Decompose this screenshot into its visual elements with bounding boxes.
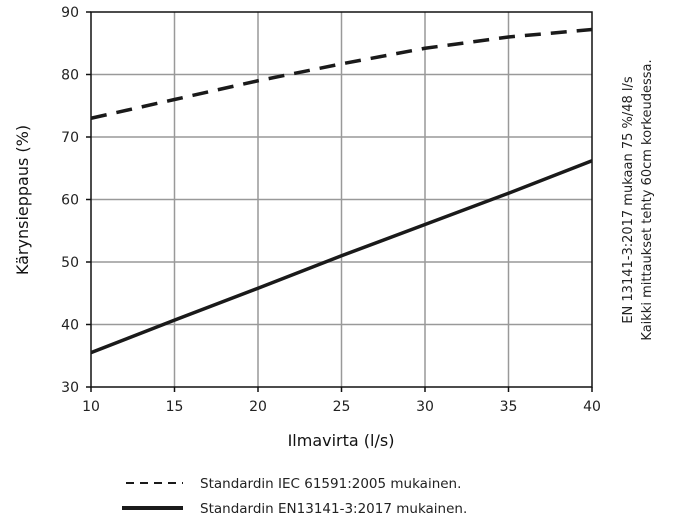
- grid-lines: [91, 12, 592, 387]
- y-tick-label: 40: [61, 318, 79, 334]
- legend-label-en: Standardin EN13141-3:2017 mukainen.: [200, 501, 467, 517]
- x-tick-label: 40: [583, 399, 601, 415]
- legend-label-iec: Standardin IEC 61591:2005 mukainen.: [200, 476, 461, 492]
- x-tick-label: 35: [500, 399, 518, 415]
- x-tick-label: 15: [166, 399, 184, 415]
- y-tick-label: 30: [61, 380, 79, 396]
- x-tick-labels: 10 15 20 25 30 35 40: [82, 387, 601, 415]
- x-tick-label: 30: [416, 399, 434, 415]
- x-axis-label: Ilmavirta (l/s): [288, 431, 395, 450]
- y-tick-label: 80: [61, 68, 79, 84]
- y-axis-label: Kärynsieppaus (%): [13, 125, 32, 275]
- series-line-en: [90, 159, 593, 355]
- y-tick-labels: 30 40 50 60 70 80 90: [61, 5, 91, 396]
- series-line-iec: [90, 27, 593, 120]
- y-tick-label: 70: [61, 130, 79, 146]
- x-tick-label: 25: [333, 399, 351, 415]
- side-note-line-2: Kaikki mittaukset tehty 60cm korkeudessa…: [640, 59, 655, 340]
- y-tick-label: 50: [61, 255, 79, 271]
- side-note-line-1: EN 13141-3:2017 mukaan 75 %/48 l/s: [621, 76, 636, 324]
- series-lines: [90, 27, 593, 355]
- x-tick-label: 20: [249, 399, 267, 415]
- x-tick-label: 10: [82, 399, 100, 415]
- y-tick-label: 60: [61, 193, 79, 209]
- y-tick-label: 90: [61, 5, 79, 21]
- legend: Standardin IEC 61591:2005 mukainen. Stan…: [122, 476, 467, 517]
